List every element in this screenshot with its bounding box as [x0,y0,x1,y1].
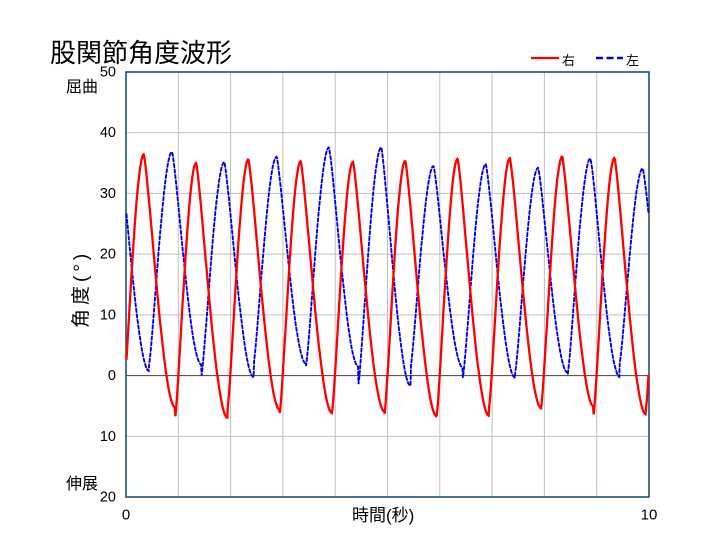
svg-text:10: 10 [100,429,116,445]
svg-text:40: 40 [100,125,116,141]
svg-text:20: 20 [100,490,116,506]
svg-text:50: 50 [100,65,116,81]
svg-text:0: 0 [122,507,130,524]
svg-text:10: 10 [641,507,658,524]
svg-text:30: 30 [100,186,116,202]
svg-text:20: 20 [100,247,116,263]
svg-text:0: 0 [108,368,116,384]
svg-text:10: 10 [100,307,116,323]
